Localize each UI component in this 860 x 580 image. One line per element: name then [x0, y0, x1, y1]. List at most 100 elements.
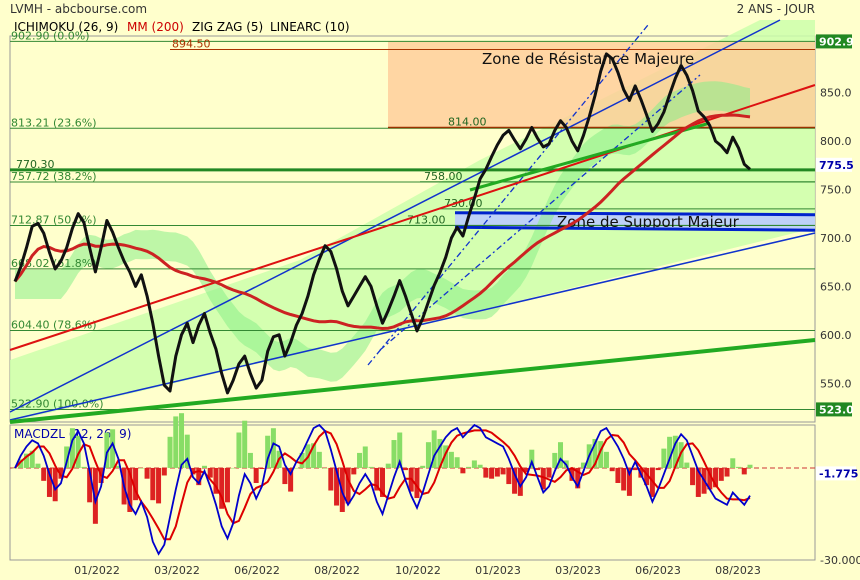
macd-histogram-bar [362, 446, 368, 468]
macd-histogram-bar [144, 467, 150, 479]
macd-histogram-bar [253, 467, 259, 483]
macd-histogram-bar [517, 467, 523, 496]
macd-histogram-bar [357, 452, 363, 468]
indicator-label: ICHIMOKU (26, 9) [14, 20, 118, 34]
macd-histogram-bar [75, 435, 81, 468]
macd-histogram-bar [414, 467, 420, 499]
macd-histogram-bar [695, 467, 701, 497]
support-zone-top-line [454, 211, 816, 217]
max-price-badge: 902.9 [819, 35, 854, 48]
macd-histogram-bar [41, 467, 47, 481]
macd-histogram-bar [316, 451, 322, 468]
macd-histogram-bar [552, 452, 558, 468]
macd-histogram-bar [443, 445, 449, 468]
macd-histogram-bar [242, 420, 248, 468]
macd-histogram-bar [133, 467, 139, 501]
channel-upper-line [9, 19, 781, 413]
macd-histogram-bar [569, 467, 575, 481]
macd-histogram-bar [580, 462, 586, 468]
macd-histogram-bar [87, 467, 93, 503]
macd-histogram-bar [713, 467, 719, 488]
macd-histogram-bar [684, 462, 690, 468]
acceleration-upper-line [367, 24, 649, 366]
macd-histogram-bar [265, 435, 271, 468]
macd-histogram-bar [167, 436, 173, 468]
macd-histogram-bar [127, 467, 133, 512]
x-tick-label: 01/2022 [74, 564, 120, 577]
support-zone-label: Zone de Support Majeur [557, 213, 740, 231]
macd-histogram-bar [672, 435, 678, 468]
macd-histogram-bar [150, 467, 156, 501]
max-price-badge-bg [816, 34, 852, 49]
macd-histogram-bar [64, 446, 70, 468]
macd-histogram-bar [115, 465, 121, 468]
macd-panel: MACDZL (12, 26, 9)-1.775-30.000 [9, 413, 860, 567]
fibonacci-label: 522.90 (100.0%) [11, 398, 104, 411]
x-tick-label: 06/2023 [635, 564, 681, 577]
price-line [13, 52, 751, 395]
macd-last-badge-bg [816, 466, 856, 481]
macd-histogram-bar [460, 467, 466, 474]
macd-histogram-bar [156, 467, 162, 504]
x-tick-label: 03/2023 [555, 564, 601, 577]
macd-histogram-bar [506, 467, 512, 485]
macd-histogram-bar [741, 467, 747, 475]
horizontal-level-label: 770.30 [16, 158, 55, 171]
macd-histogram-bar [385, 463, 391, 468]
indicator-label: ZIG ZAG (5) [192, 20, 263, 34]
macd-histogram-bar [471, 460, 477, 468]
macd-histogram-bar [512, 467, 518, 494]
macd-histogram-bar [575, 467, 581, 489]
macd-histogram-bar [724, 467, 730, 477]
macd-histogram-bar [29, 450, 35, 468]
price-panel: 902.90 (0.0%) 813.21 (23.6%) 757.72 (38.2%… [9, 19, 854, 424]
macd-histogram-bar [655, 467, 661, 471]
macd-histogram-bar [110, 429, 116, 468]
macd-histogram-bar [494, 467, 500, 477]
macd-histogram-bar [259, 467, 265, 470]
min-price-badge-bg [816, 402, 852, 417]
macd-histogram-bar [621, 467, 627, 491]
y-tick-label: 800.0 [820, 135, 852, 148]
x-tick-label: 03/2022 [154, 564, 200, 577]
macd-histogram-bar [397, 432, 403, 468]
macd-signal-line [14, 429, 751, 541]
macd-histogram-bar [230, 467, 236, 469]
x-tick-label: 01/2023 [475, 564, 521, 577]
macd-histogram-bar [661, 448, 667, 468]
macd-histogram-bar [730, 458, 736, 468]
indicator-label: MM (200) [127, 20, 184, 34]
mm200-line [13, 113, 751, 331]
fibonacci-label: 902.90 (0.0%) [11, 29, 90, 42]
y-tick-label: 750.0 [820, 184, 852, 197]
macd-histogram-bar [224, 467, 230, 503]
macd-histogram-bar [374, 467, 380, 491]
macd-histogram-bar [345, 467, 351, 504]
macd-histogram-bar [12, 467, 18, 469]
min-price-badge: 523.0 [819, 403, 854, 416]
macd-histogram-bar [322, 467, 328, 469]
macd-histogram-bar [609, 467, 615, 472]
y-tick-label: 600.0 [820, 329, 852, 342]
macd-histogram-bar [23, 453, 29, 468]
macd-histogram-bar [46, 467, 52, 497]
channel-lower-line [9, 232, 816, 421]
macd-histogram-bar [477, 464, 483, 468]
macd-histogram-bar [184, 434, 190, 468]
macd-line [14, 423, 751, 556]
macd-histogram-bar [546, 467, 552, 478]
macd-histogram-bar [626, 467, 632, 496]
red-trend-line [9, 84, 816, 351]
horizontal-level-label: 814.00 [448, 116, 487, 129]
macd-histogram-bar [207, 467, 213, 478]
macd-histogram-bar [535, 467, 541, 471]
macd-last-badge: -1.775 [819, 467, 858, 480]
macd-histogram-bar [667, 436, 673, 468]
macd-histogram-bar [351, 467, 357, 475]
horizontal-level-label: 730.00 [444, 197, 483, 210]
x-axis: 01/2022 03/2022 06/2022 08/2022 10/2022 01/20… [74, 564, 761, 577]
x-tick-label: 10/2022 [395, 564, 441, 577]
x-tick-label: 08/2023 [715, 564, 761, 577]
macd-histogram-bar [18, 459, 24, 468]
macd-histogram-bar [644, 467, 650, 486]
